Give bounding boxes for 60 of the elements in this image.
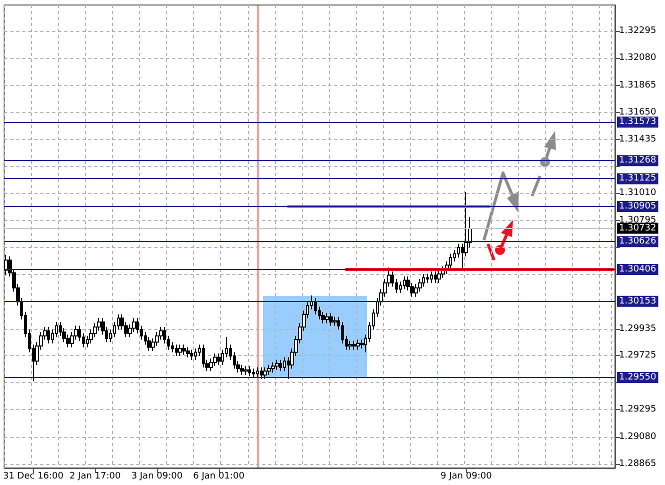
candlestick	[422, 273, 425, 288]
x-tick-label: 9 Jan 09:00	[440, 472, 492, 482]
candlestick	[248, 366, 251, 377]
candlestick	[217, 353, 221, 366]
x-tick-label: 6 Jan 01:00	[193, 472, 245, 482]
y-tick-label: 1.32080	[619, 53, 656, 64]
ref-line-label: 1.31268	[619, 156, 656, 166]
ref-line-label: 1.29550	[619, 372, 656, 382]
candlestick	[244, 366, 248, 376]
x-tick-label: 31 Dec 16:00	[2, 472, 64, 482]
candlestick	[403, 276, 406, 290]
candlestick	[426, 273, 429, 284]
candlestick	[190, 349, 193, 360]
ref-line-label: 1.31125	[619, 174, 656, 184]
candlestick	[430, 270, 433, 284]
candlestick	[275, 359, 279, 370]
candlestick	[213, 353, 217, 367]
candlestick	[329, 312, 333, 326]
ref-line-label: 1.30153	[619, 296, 656, 306]
y-tick-label: 1.28865	[619, 458, 656, 469]
candlestick	[132, 318, 136, 333]
candlestick	[47, 326, 50, 344]
candlestick	[352, 340, 356, 350]
candlestick	[178, 344, 182, 357]
x-tick-label: 3 Jan 09:00	[131, 472, 183, 482]
y-tick-label: 1.31650	[619, 107, 656, 118]
ref-line-label: 1.30406	[619, 264, 656, 274]
y-tick-label: 1.31435	[619, 134, 656, 145]
ref-line-label: 1.30626	[619, 236, 656, 247]
y-tick-label: 1.31865	[619, 80, 656, 90]
y-tick-label: 1.31010	[619, 188, 656, 198]
y-tick-label: 1.29295	[619, 404, 656, 415]
candlestick	[263, 366, 267, 380]
candlestick	[260, 366, 263, 380]
candlestick	[279, 359, 282, 372]
ref-line-label: 1.30905	[619, 201, 656, 212]
candlestick	[240, 364, 244, 376]
candlestick	[252, 368, 255, 378]
candlestick	[356, 339, 360, 350]
candlestick	[256, 366, 259, 378]
candlestick	[434, 270, 437, 284]
y-tick-label: 1.29935	[619, 324, 656, 334]
y-tick-label: 1.32295	[619, 26, 656, 36]
candlestick	[437, 270, 441, 284]
candlestick	[202, 344, 205, 368]
candlestick	[271, 362, 275, 373]
candlestick	[182, 344, 186, 356]
ref-line-label: 1.31573	[619, 117, 656, 128]
candlestick	[325, 312, 329, 324]
candlestick	[267, 364, 271, 376]
ref-line-label: 1.30732	[619, 223, 656, 234]
candlestick	[348, 340, 352, 350]
candlestick	[321, 311, 325, 324]
candlestick	[194, 348, 197, 360]
candlestick	[333, 316, 337, 326]
candlestick	[175, 344, 178, 357]
candlestick	[186, 346, 190, 358]
y-tick-label: 1.29080	[619, 432, 656, 442]
y-tick-label: 1.29725	[619, 350, 656, 360]
x-tick-label: 2 Jan 17:00	[69, 472, 121, 482]
